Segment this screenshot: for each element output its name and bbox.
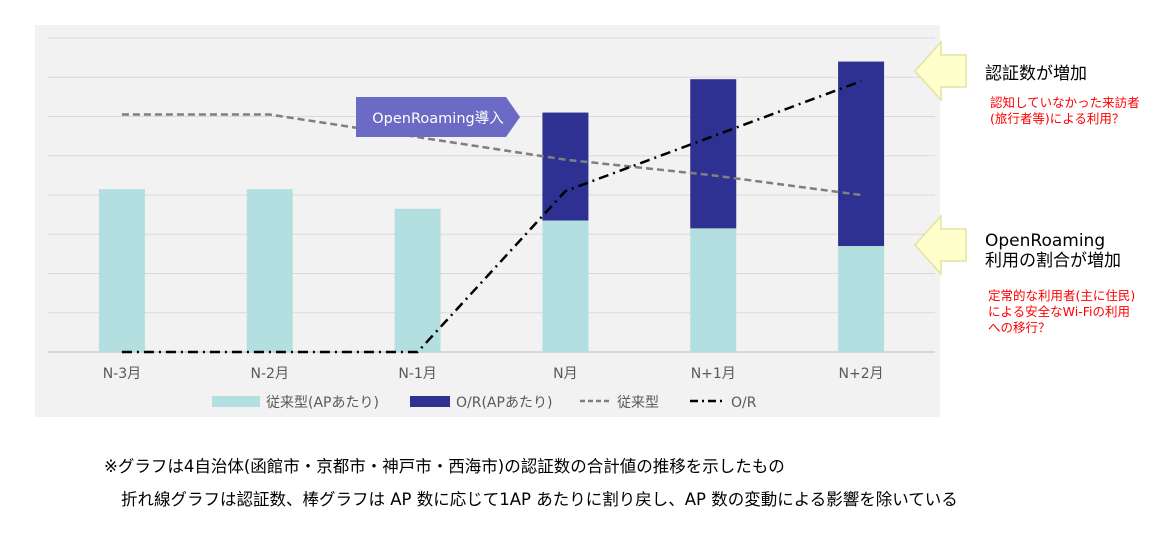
intro-marker-label: OpenRoaming導入 xyxy=(372,110,503,127)
footnote-line1: ※グラフは4自治体(函館市・京都市・神戸市・西海市)の認証数の合計値の推移を示し… xyxy=(104,457,785,476)
bar-conventional-5 xyxy=(838,246,885,352)
lines xyxy=(121,80,862,354)
callout2-note-line2: による安全なWi-Fiの利用 xyxy=(988,304,1130,319)
intro-marker: OpenRoaming導入 xyxy=(356,97,520,137)
bar-conventional-1 xyxy=(246,189,293,352)
line-or xyxy=(121,80,862,354)
callout-arrow-1 xyxy=(913,40,967,102)
bar-conventional-3 xyxy=(542,220,589,352)
bar-conventional-0 xyxy=(98,189,145,352)
callout2-title-line2: 利用の割合が増加 xyxy=(985,251,1121,271)
legend-swatch-conventional-bar xyxy=(212,396,260,407)
gridlines xyxy=(48,37,935,353)
callout1-note-line1: 認知していなかった来訪者 xyxy=(990,95,1140,110)
callout1-note-line2: (旅行者等)による利用？ xyxy=(990,111,1124,126)
intro-marker-arrow xyxy=(356,97,520,137)
callout2-title-line1: OpenRoaming xyxy=(985,231,1105,251)
callout-or-share-increase: OpenRoaming 利用の割合が増加 定常的な利用者(主に住民) による安全… xyxy=(913,214,1135,335)
bar-conventional-2 xyxy=(394,208,441,352)
x-tick-label: N月 xyxy=(553,366,577,382)
x-tick-label: N+1月 xyxy=(691,366,736,382)
legend-label-conventional-bar: 従来型(APあたり) xyxy=(266,395,379,411)
bar-or-4 xyxy=(690,79,737,229)
callout1-title: 認証数が増加 xyxy=(985,64,1087,84)
callout2-note-line1: 定常的な利用者(主に住民) xyxy=(988,288,1135,303)
legend-swatch-or-bar xyxy=(410,396,450,407)
x-tick-label: N-2月 xyxy=(251,366,289,382)
bars xyxy=(98,61,885,352)
legend-label-or-bar: O/R(APあたり) xyxy=(456,395,552,411)
x-tick-label: N+2月 xyxy=(839,366,884,382)
x-tick-label: N-1月 xyxy=(398,366,436,382)
line-conventional xyxy=(121,113,862,197)
legend: 従来型(APあたり) O/R(APあたり) 従来型 O/R xyxy=(212,395,757,411)
legend-label-conventional-line: 従来型 xyxy=(617,395,659,411)
bar-or-5 xyxy=(838,61,885,247)
footnote-line2: 折れ線グラフは認証数、棒グラフは AP 数に応じて1AP あたりに割り戻し、AP… xyxy=(121,490,958,509)
bar-conventional-4 xyxy=(690,228,737,352)
callout-arrow-2 xyxy=(913,214,967,276)
callout2-note-line3: への移行？ xyxy=(988,320,1051,335)
x-tick-label: N-3月 xyxy=(103,366,141,382)
x-tick-labels: N-3月 N-2月 N-1月 N月 N+1月 N+2月 xyxy=(103,366,884,382)
bar-or-3 xyxy=(542,112,589,221)
callout-auth-increase: 認証数が増加 認知していなかった来訪者 (旅行者等)による利用？ xyxy=(913,40,1140,126)
legend-label-or-line: O/R xyxy=(731,395,757,411)
